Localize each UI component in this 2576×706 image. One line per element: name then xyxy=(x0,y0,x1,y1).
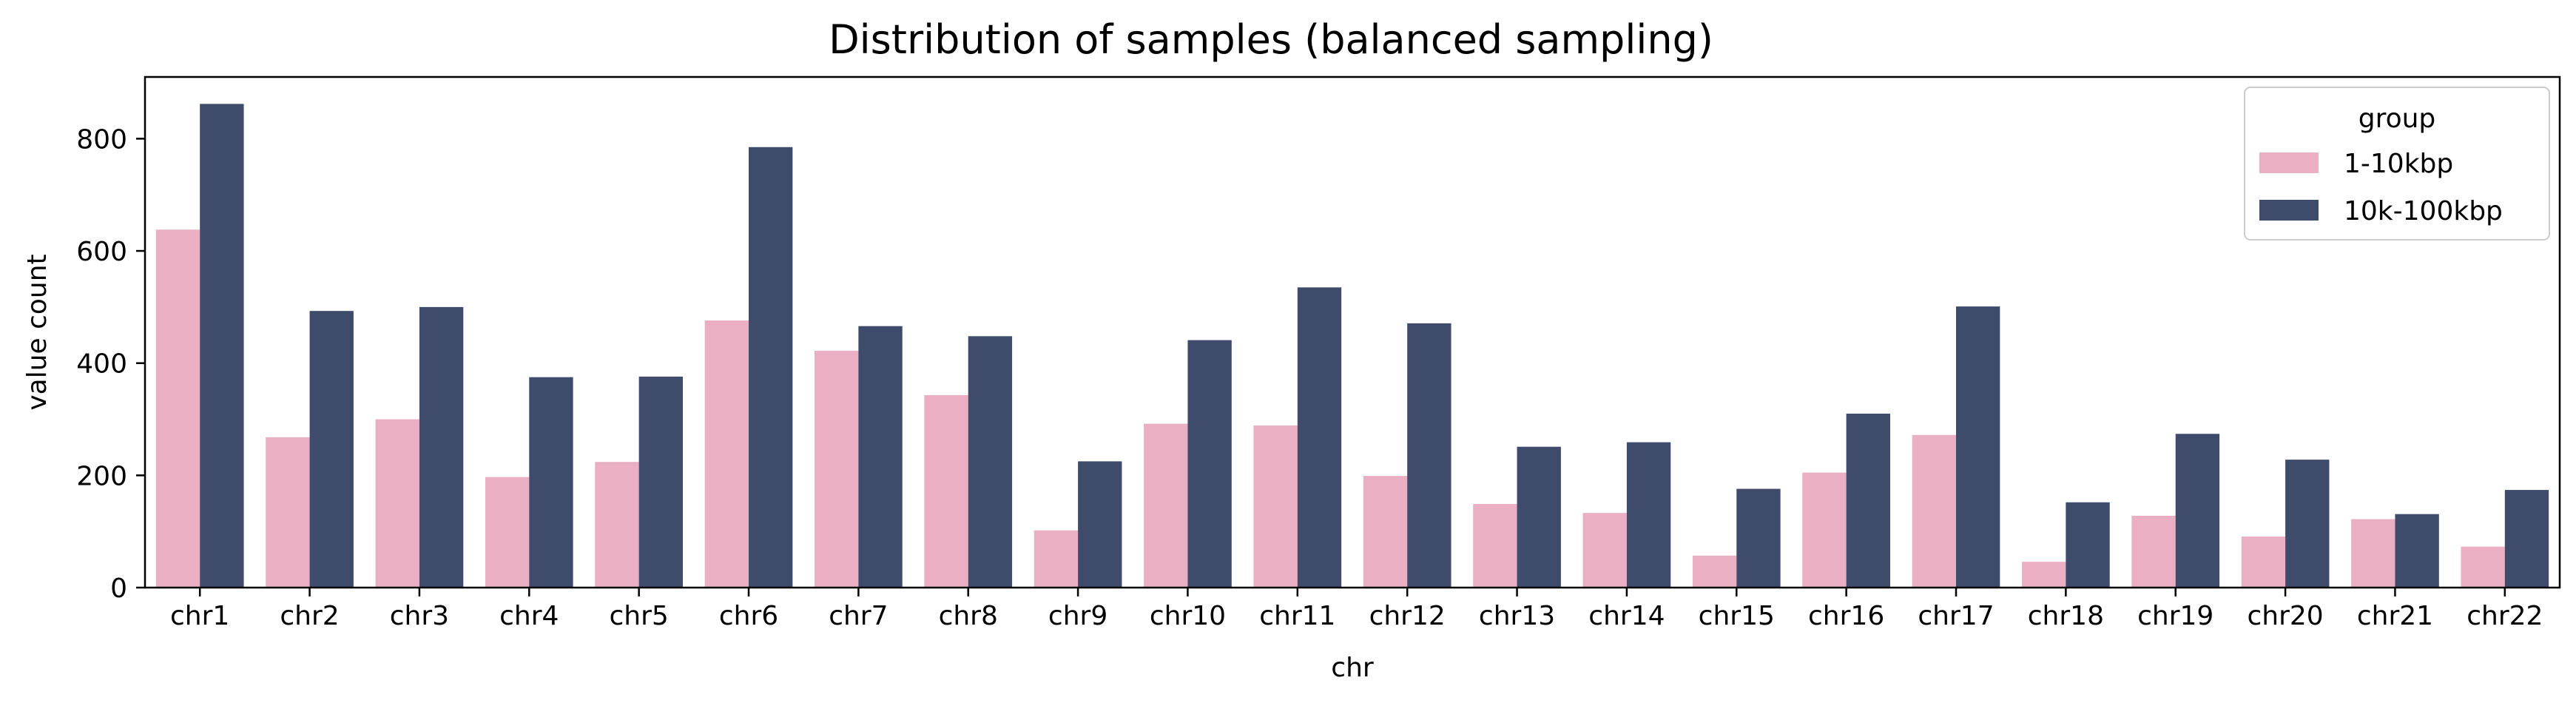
x-tick-label: chr1 xyxy=(170,601,229,631)
bar-chr21-10k-100kbp xyxy=(2395,514,2439,588)
bar-chr5-1-10kbp xyxy=(595,462,639,588)
bar-chr8-1-10kbp xyxy=(924,394,968,588)
y-tick-label: 200 xyxy=(76,461,127,491)
bar-chr17-10k-100kbp xyxy=(1956,306,2000,588)
bar-chr3-1-10kbp xyxy=(375,419,419,588)
y-tick-label: 800 xyxy=(76,124,127,155)
bar-chr6-1-10kbp xyxy=(704,320,749,588)
x-tick-label: chr17 xyxy=(1918,601,1994,631)
x-tick-label: chr12 xyxy=(1369,601,1446,631)
x-tick-label: chr15 xyxy=(1699,601,1775,631)
bar-chr5-10k-100kbp xyxy=(638,376,683,588)
bar-chr8-10k-100kbp xyxy=(968,336,1013,588)
legend-label: 1-10kbp xyxy=(2344,149,2453,179)
legend-frame xyxy=(2244,87,2550,241)
x-tick-label: chr2 xyxy=(280,601,339,631)
bar-chr1-1-10kbp xyxy=(155,229,200,588)
bar-chr6-10k-100kbp xyxy=(749,147,793,588)
plot-frame xyxy=(144,75,2561,589)
bar-chr19-1-10kbp xyxy=(2131,515,2176,588)
bar-chr1-10k-100kbp xyxy=(200,104,244,588)
bar-chr21-1-10kbp xyxy=(2351,519,2395,588)
y-tick-label: 400 xyxy=(76,349,127,380)
legend-label: 10k-100kbp xyxy=(2344,196,2503,226)
legend-swatch xyxy=(2259,152,2319,173)
x-tick-label: chr18 xyxy=(2028,601,2104,631)
x-tick-label: chr7 xyxy=(829,601,888,631)
x-tick-label: chr10 xyxy=(1150,601,1226,631)
bar-chr12-10k-100kbp xyxy=(1407,323,1451,588)
bar-chr7-10k-100kbp xyxy=(858,326,903,588)
y-tick-label: 0 xyxy=(110,574,127,604)
x-tick-label: chr20 xyxy=(2247,601,2323,631)
bar-chr9-1-10kbp xyxy=(1034,530,1079,588)
bar-chr4-10k-100kbp xyxy=(529,377,573,588)
bar-chr17-1-10kbp xyxy=(1912,434,1956,588)
bar-chr20-1-10kbp xyxy=(2241,537,2286,588)
bar-chr2-1-10kbp xyxy=(266,437,310,588)
bar-chr11-10k-100kbp xyxy=(1297,287,1342,588)
bar-chr7-1-10kbp xyxy=(815,351,859,588)
bar-chr16-10k-100kbp xyxy=(1846,413,1890,588)
bar-chr15-1-10kbp xyxy=(1692,555,1737,588)
bars-group xyxy=(155,104,2549,588)
x-tick-label: chr16 xyxy=(1808,601,1884,631)
x-axis-ticks: chr1 chr2 chr3 chr4 chr5 chr6 chr7 chr8 chr9 chr1… xyxy=(170,588,2543,631)
bar-chr13-10k-100kbp xyxy=(1517,446,1561,588)
bar-chr9-10k-100kbp xyxy=(1078,461,1122,588)
x-tick-label: chr11 xyxy=(1259,601,1335,631)
legend-swatch xyxy=(2259,200,2319,221)
y-tick-label: 600 xyxy=(76,237,127,267)
bar-chr3-10k-100kbp xyxy=(419,306,464,588)
bar-chr10-1-10kbp xyxy=(1144,423,1188,588)
bar-chr19-10k-100kbp xyxy=(2175,434,2220,588)
y-axis-ticks: 0 200 400 600 800 xyxy=(76,124,145,604)
y-axis-title: value count xyxy=(22,254,53,410)
x-tick-label: chr4 xyxy=(499,601,559,631)
x-axis-title: chr xyxy=(1331,653,1374,683)
bar-chr18-1-10kbp xyxy=(2022,562,2066,588)
bar-chr12-1-10kbp xyxy=(1363,476,1408,588)
bar-chr10-10k-100kbp xyxy=(1187,340,1232,588)
bar-chr4-1-10kbp xyxy=(485,477,530,588)
bar-chr11-1-10kbp xyxy=(1253,425,1298,588)
bar-chr22-1-10kbp xyxy=(2461,546,2505,588)
bar-chr20-10k-100kbp xyxy=(2285,460,2330,588)
x-tick-label: chr21 xyxy=(2357,601,2433,631)
x-tick-label: chr14 xyxy=(1588,601,1665,631)
chart-title: Distribution of samples (balanced sampli… xyxy=(829,16,1713,63)
legend: group 1-10kbp 10k-100kbp xyxy=(2244,87,2550,241)
bar-chr14-1-10kbp xyxy=(1582,513,1627,588)
x-tick-label: chr22 xyxy=(2467,601,2543,631)
bar-chr16-1-10kbp xyxy=(1802,472,1847,588)
x-tick-label: chr8 xyxy=(939,601,998,631)
bar-chr18-10k-100kbp xyxy=(2066,502,2110,588)
bar-chr22-10k-100kbp xyxy=(2504,490,2549,588)
x-tick-label: chr6 xyxy=(719,601,778,631)
x-tick-label: chr19 xyxy=(2137,601,2213,631)
x-tick-label: chr9 xyxy=(1048,601,1107,631)
x-tick-label: chr13 xyxy=(1479,601,1555,631)
x-tick-label: chr3 xyxy=(390,601,449,631)
bar-chr14-10k-100kbp xyxy=(1626,442,1671,588)
bar-chr2-10k-100kbp xyxy=(309,311,354,588)
legend-title: group xyxy=(2358,104,2436,134)
x-tick-label: chr5 xyxy=(609,601,668,631)
bar-chr13-1-10kbp xyxy=(1473,504,1517,588)
bar-chr15-10k-100kbp xyxy=(1736,488,1781,588)
